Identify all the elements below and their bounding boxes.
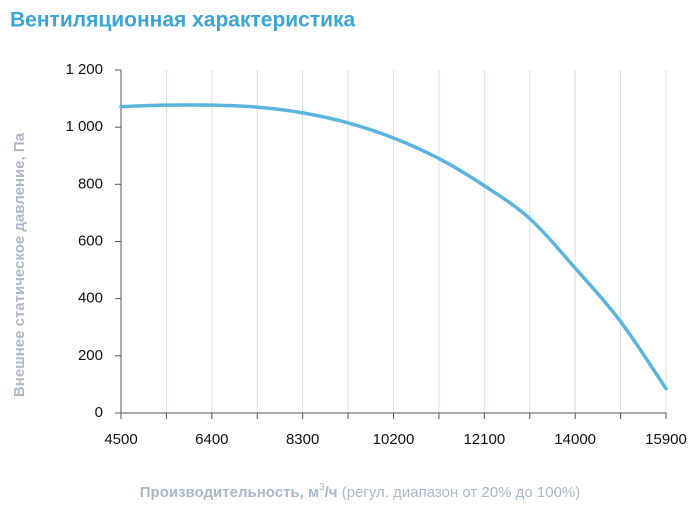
x-tick-label: 10200: [373, 431, 415, 448]
x-axis-label: Производительность, м3/ч (регул. диапазо…: [140, 482, 581, 501]
y-tick-label: 800: [78, 175, 103, 192]
y-tick-label: 400: [78, 290, 103, 307]
y-tick-label: 1 200: [65, 61, 103, 78]
y-tick-label: 0: [95, 404, 103, 421]
x-tick-label: 6400: [195, 431, 228, 448]
x-tick-label: 8300: [286, 431, 319, 448]
y-tick-label: 1 000: [65, 118, 103, 135]
y-tick-label: 600: [78, 232, 103, 249]
x-label-main: Производительность, м: [140, 484, 319, 501]
y-tick-label: 200: [78, 347, 103, 364]
x-tick-label: 12100: [463, 431, 505, 448]
x-label-note: (регул. диапазон от 20% до 100%): [338, 484, 581, 501]
x-tick-label: 15900: [645, 431, 687, 448]
series-line: [119, 103, 668, 391]
x-label-sup: 3: [319, 482, 325, 493]
y-axis-label: Внешнее статическое давление, Па: [11, 132, 28, 397]
x-tick-label: 4500: [104, 431, 137, 448]
x-label-unit: /ч: [325, 484, 338, 501]
chart-title: Вентиляционная характеристика: [10, 9, 356, 32]
x-tick-label: 14000: [554, 431, 596, 448]
